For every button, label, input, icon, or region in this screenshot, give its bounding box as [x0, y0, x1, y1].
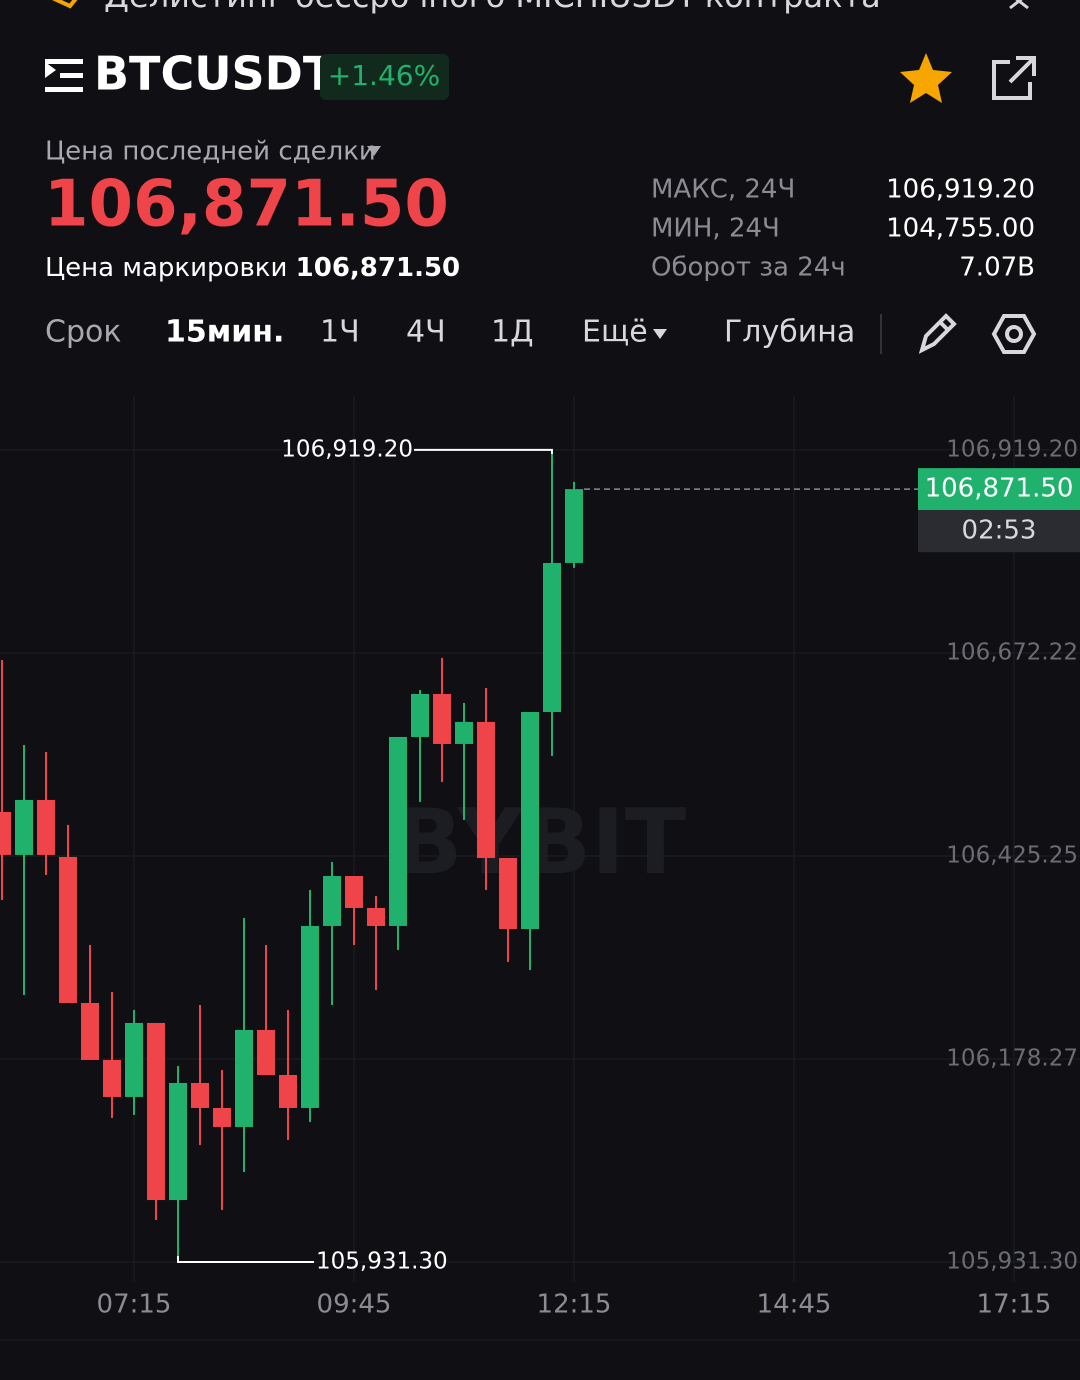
countdown-tag — [918, 510, 1080, 553]
candle-body — [477, 721, 495, 858]
candle-body — [235, 1029, 253, 1127]
share-box — [992, 60, 1032, 100]
x-tick-label: 09:45 — [317, 1290, 392, 1320]
symbol[interactable]: BTCUSDT — [94, 47, 335, 101]
share-arrow — [1008, 56, 1036, 84]
candle-body — [367, 907, 385, 926]
tab: Срок — [45, 315, 121, 350]
candle-body — [301, 925, 319, 1108]
pencil — [918, 313, 957, 354]
menu-arrow — [45, 62, 56, 78]
candle-body — [543, 562, 561, 712]
candle-body — [279, 1075, 297, 1108]
candle-body — [455, 721, 473, 744]
banner-text[interactable]: Делистинг бессрочного MICHIUSDT-контракт… — [104, 0, 881, 15]
tab[interactable]: 1Ч — [320, 315, 360, 350]
x-tick-label: 14:45 — [757, 1290, 832, 1320]
stat-label: МАКС, 24Ч — [651, 175, 795, 205]
candle-body — [499, 857, 517, 930]
menu-bar — [60, 73, 83, 78]
settings-hex — [991, 314, 1037, 354]
tab[interactable]: Глубина — [724, 315, 855, 350]
candle-body — [0, 811, 11, 855]
mark-price: Цена маркировки 106,871.50 — [45, 253, 460, 283]
last-price-label[interactable]: Цена последней сделки — [45, 137, 376, 167]
candle-body — [125, 1022, 143, 1097]
dropdown-arrow[interactable] — [367, 146, 381, 156]
change-badge — [320, 54, 449, 100]
last-price-tag-label: 106,871.50 — [925, 474, 1074, 504]
x-tick-label: 17:15 — [977, 1290, 1052, 1320]
candle-body — [433, 693, 451, 744]
candle-body — [103, 1059, 121, 1097]
low-marker-label: 105,931.30 — [316, 1249, 448, 1275]
menu-bar — [45, 87, 83, 92]
candle-body — [15, 799, 33, 855]
candle-body — [147, 1022, 165, 1201]
high-marker-line — [414, 448, 553, 454]
settings-icon[interactable] — [991, 314, 1037, 354]
candle-body — [169, 1082, 187, 1201]
settings-dot — [1005, 325, 1023, 343]
tab[interactable]: 1Д — [491, 315, 534, 350]
candle-body — [81, 1002, 99, 1060]
draw-icon[interactable] — [918, 313, 957, 354]
candle-body — [565, 489, 583, 563]
stat-value: 7.07B — [959, 253, 1035, 283]
menu-bar — [45, 59, 83, 64]
stat-value: 106,919.20 — [886, 175, 1035, 205]
candle-body — [37, 799, 55, 855]
candle-body — [345, 875, 363, 908]
last-price: 106,871.50 — [44, 168, 449, 242]
low-marker-line — [177, 1256, 314, 1264]
chart: BYBIT 106,919.20 106,672.22 106,425.25 106,1… — [0, 395, 1080, 1320]
candle-body — [257, 1029, 275, 1076]
candle-body — [191, 1082, 209, 1108]
x-tick-label: 07:15 — [97, 1290, 172, 1320]
y-tick-label: 106,178.27 — [946, 1046, 1078, 1072]
more-arrow[interactable] — [653, 329, 667, 339]
tab[interactable]: 4Ч — [406, 315, 446, 350]
countdown: 02:53 — [962, 516, 1037, 546]
last-price-tag — [918, 468, 1080, 511]
y-tick-label: 106,425.25 — [946, 842, 1078, 868]
tab[interactable]: 15мин. — [165, 315, 284, 350]
x-tick-label: 12:15 — [537, 1290, 612, 1320]
menu-icon[interactable] — [45, 59, 83, 92]
y-tick-label: 106,672.22 — [946, 639, 1078, 665]
candle-body — [521, 711, 539, 930]
watermark: BYBIT — [394, 790, 686, 895]
mark-price-value: 106,871.50 — [296, 253, 460, 283]
banner-icon — [51, 0, 78, 9]
candle-body — [411, 693, 429, 737]
stat-value: 104,755.00 — [886, 214, 1035, 244]
stat-label: МИН, 24Ч — [651, 214, 780, 244]
mark-price-label: Цена маркировки — [45, 253, 287, 283]
tab[interactable]: Ещё — [582, 315, 648, 350]
share-icon[interactable] — [992, 56, 1036, 100]
y-tick-label: 106,919.20 — [946, 436, 1078, 462]
candle-body — [389, 736, 407, 926]
banner-close[interactable] — [1009, 0, 1029, 10]
candle-body — [213, 1107, 231, 1127]
y-tick-label: 105,931.30 — [946, 1249, 1078, 1275]
candle-body — [323, 875, 341, 926]
change: +1.46% — [328, 59, 440, 92]
tabs: Срок 15мин. 1Ч 4Ч 1Д Ещё Глубина — [45, 315, 855, 350]
high-marker-label: 106,919.20 — [281, 436, 413, 462]
candle-body — [59, 856, 77, 1003]
stats: МАКС, 24Ч 106,919.20 МИН, 24Ч 104,755.00 Обо… — [651, 175, 1035, 283]
favorite-star[interactable] — [900, 53, 952, 103]
stat-label: Оборот за 24ч — [651, 253, 846, 283]
